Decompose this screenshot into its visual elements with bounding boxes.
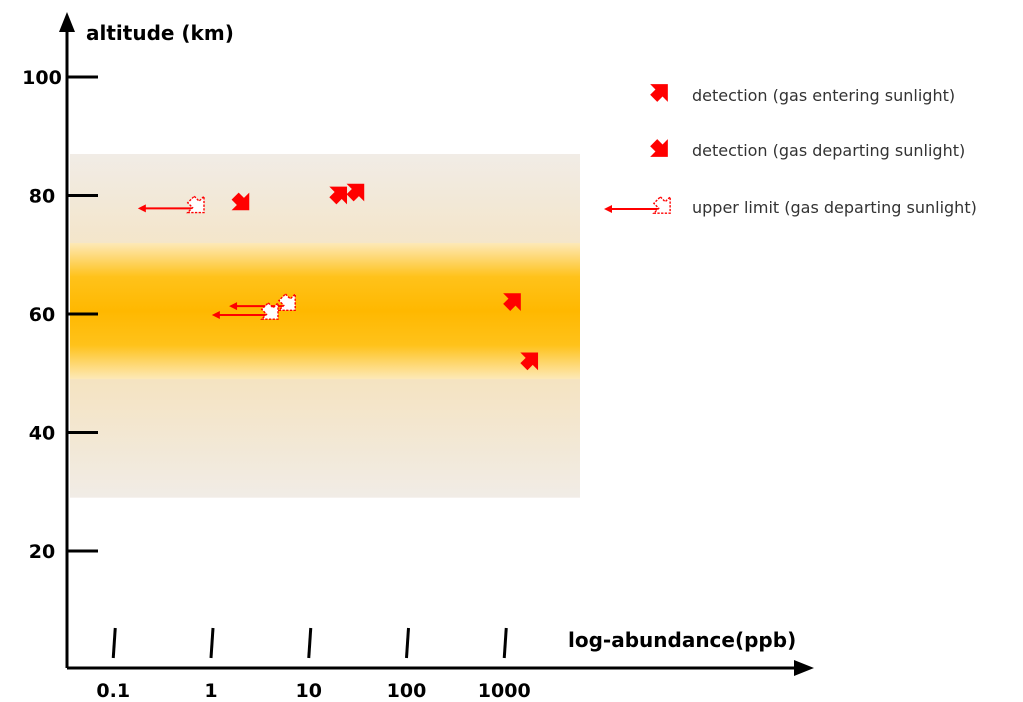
legend-label: detection (gas entering sunlight) <box>692 86 955 105</box>
axes: altitude (km) log-abundance(ppb) <box>59 12 814 676</box>
altitude-band-2 <box>70 242 580 380</box>
y-tick-label: 20 <box>29 541 55 563</box>
y-ticks: 20 40 60 80 100 <box>22 67 98 563</box>
altitude-bands <box>70 154 580 498</box>
x-tick-label: 1 <box>204 680 217 702</box>
x-tick-label: 10 <box>296 680 322 702</box>
x-tick-mark <box>307 627 313 659</box>
legend: detection (gas entering sunlight) detecti… <box>604 84 977 217</box>
marker-departing <box>231 192 250 211</box>
legend-marker-entering <box>650 84 668 102</box>
marker-entering <box>503 293 521 311</box>
y-axis-title: altitude (km) <box>86 21 234 45</box>
x-tick-mark <box>502 627 508 659</box>
x-tick-label: 0.1 <box>96 680 130 702</box>
legend-label: detection (gas departing sunlight) <box>692 141 965 160</box>
x-tick-mark <box>209 627 215 659</box>
legend-label: upper limit (gas departing sunlight) <box>692 198 977 217</box>
y-axis-arrow <box>59 12 75 32</box>
x-tick-label: 1000 <box>478 680 531 702</box>
y-tick-label: 60 <box>29 304 55 326</box>
x-tick-mark <box>405 627 410 659</box>
y-tick-label: 40 <box>29 423 55 445</box>
x-tick-mark <box>111 627 117 659</box>
marker-upper-limit <box>137 194 205 214</box>
x-axis-arrow <box>794 660 814 676</box>
y-tick-label: 80 <box>29 186 55 208</box>
legend-marker-upper-limit <box>604 195 671 214</box>
y-tick-label: 100 <box>22 67 62 89</box>
x-ticks: 0.1 1 10 100 1000 <box>96 627 531 702</box>
x-axis-title: log-abundance(ppb) <box>568 628 796 652</box>
x-tick-label: 100 <box>387 680 427 702</box>
legend-marker-departing <box>650 139 668 157</box>
marker-upper-limit <box>211 301 279 320</box>
